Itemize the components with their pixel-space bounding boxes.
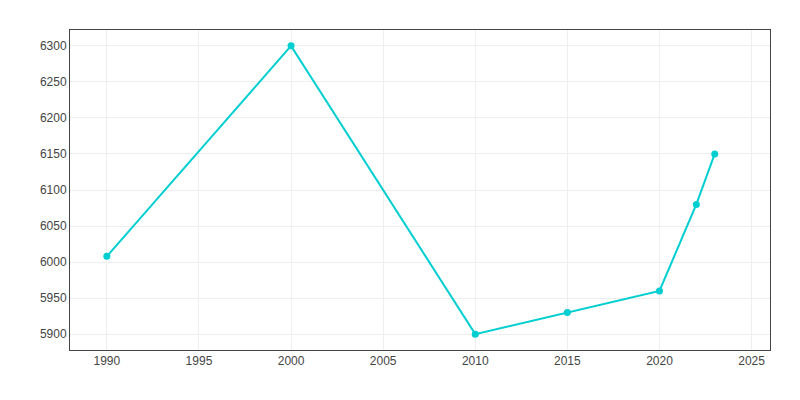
svg-text:2020: 2020 xyxy=(646,354,673,368)
svg-text:1995: 1995 xyxy=(186,354,213,368)
svg-text:6150: 6150 xyxy=(40,147,67,161)
svg-text:6050: 6050 xyxy=(40,219,67,233)
svg-text:1990: 1990 xyxy=(93,354,120,368)
svg-text:2015: 2015 xyxy=(554,354,581,368)
svg-text:6200: 6200 xyxy=(40,111,67,125)
svg-text:2010: 2010 xyxy=(462,354,489,368)
svg-text:2025: 2025 xyxy=(738,354,765,368)
svg-text:6000: 6000 xyxy=(40,255,67,269)
svg-text:2005: 2005 xyxy=(370,354,397,368)
svg-text:5900: 5900 xyxy=(40,327,67,341)
svg-text:5950: 5950 xyxy=(40,291,67,305)
svg-text:2000: 2000 xyxy=(278,354,305,368)
svg-text:6250: 6250 xyxy=(40,75,67,89)
svg-text:6300: 6300 xyxy=(40,39,67,53)
svg-text:6100: 6100 xyxy=(40,183,67,197)
